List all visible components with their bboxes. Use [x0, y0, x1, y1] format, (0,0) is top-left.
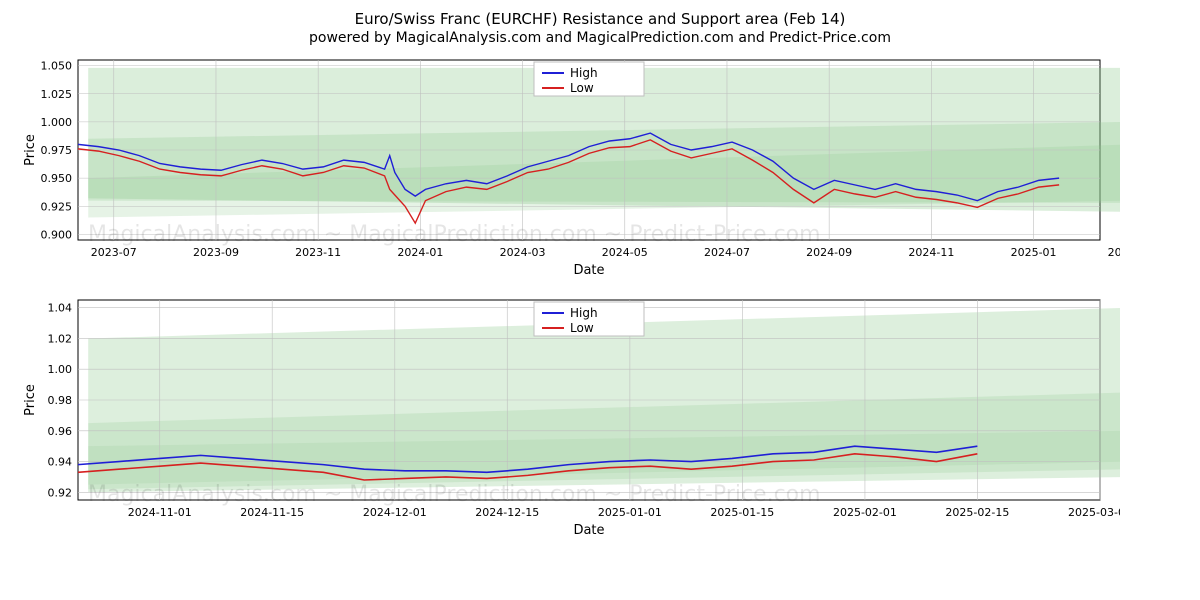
y-tick-label: 1.00 — [48, 363, 73, 376]
x-tick-label: 2024-09 — [806, 246, 852, 259]
x-tick-label: 2024-11-01 — [128, 506, 192, 519]
legend-item-label: High — [570, 66, 598, 80]
y-tick-label: 1.000 — [41, 116, 73, 129]
y-tick-label: 1.050 — [41, 60, 73, 73]
top-chart-container: 0.900 0.925 0.950 0.975 1.000 1.025 1.050 2023-… — [20, 54, 1180, 284]
x-tick-label: 2024-07 — [704, 246, 750, 259]
x-tick-label: 2024-11 — [908, 246, 954, 259]
x-tick-label: 2024-11-15 — [240, 506, 304, 519]
x-tick-label: 2023-11 — [295, 246, 341, 259]
x-axis-label: Date — [573, 263, 604, 278]
y-tick-label: 0.975 — [41, 144, 73, 157]
y-tick-label: 0.98 — [48, 394, 73, 407]
x-tick-label: 2024-01 — [397, 246, 443, 259]
chart-svg: 0.92 0.94 0.96 0.98 1.00 1.02 1.04 2024-11-01 20… — [20, 294, 1120, 544]
y-axis-label: Price — [23, 384, 38, 416]
x-tick-label: 2025-02-01 — [833, 506, 897, 519]
legend-item-label: Low — [570, 81, 594, 95]
x-tick-label: 2024-05 — [602, 246, 648, 259]
x-axis-label: Date — [573, 523, 604, 538]
y-tick-label: 0.925 — [41, 200, 73, 213]
legend-item-label: High — [570, 306, 598, 320]
y-tick-label: 0.96 — [48, 425, 73, 438]
x-tick-label: 2025-01-15 — [710, 506, 774, 519]
y-tick-label: 0.94 — [48, 456, 73, 469]
y-tick-label: 0.950 — [41, 172, 73, 185]
x-tick-label: 2025-03-01 — [1068, 506, 1120, 519]
chart-title: Euro/Swiss Franc (EURCHF) Resistance and… — [20, 10, 1180, 28]
x-tick-label: 2024-03 — [500, 246, 546, 259]
x-tick-label: 2025-01-01 — [598, 506, 662, 519]
legend-item-label: Low — [570, 321, 594, 335]
chart-svg: 0.900 0.925 0.950 0.975 1.000 1.025 1.050 2023-… — [20, 54, 1120, 284]
y-tick-label: 0.92 — [48, 486, 73, 499]
x-tick-label: 2025-02-15 — [945, 506, 1009, 519]
y-tick-label: 1.025 — [41, 88, 73, 101]
x-tick-label: 2023-09 — [193, 246, 239, 259]
bottom-chart-container: 0.92 0.94 0.96 0.98 1.00 1.02 1.04 2024-11-01 20… — [20, 294, 1180, 544]
y-tick-label: 1.02 — [48, 332, 73, 345]
y-tick-label: 1.04 — [48, 302, 73, 315]
x-tick-label: 2023-07 — [91, 246, 137, 259]
y-axis-label: Price — [23, 134, 38, 166]
x-tick-label: 2024-12-15 — [475, 506, 539, 519]
legend: HighLow — [534, 302, 644, 336]
x-tick-label: 2025-01 — [1011, 246, 1057, 259]
legend: HighLow — [534, 62, 644, 96]
x-tick-label: 2024-12-01 — [363, 506, 427, 519]
x-tick-label: 2025-03 — [1108, 246, 1120, 259]
chart-subtitle: powered by MagicalAnalysis.com and Magic… — [20, 30, 1180, 46]
y-tick-label: 0.900 — [41, 228, 73, 241]
